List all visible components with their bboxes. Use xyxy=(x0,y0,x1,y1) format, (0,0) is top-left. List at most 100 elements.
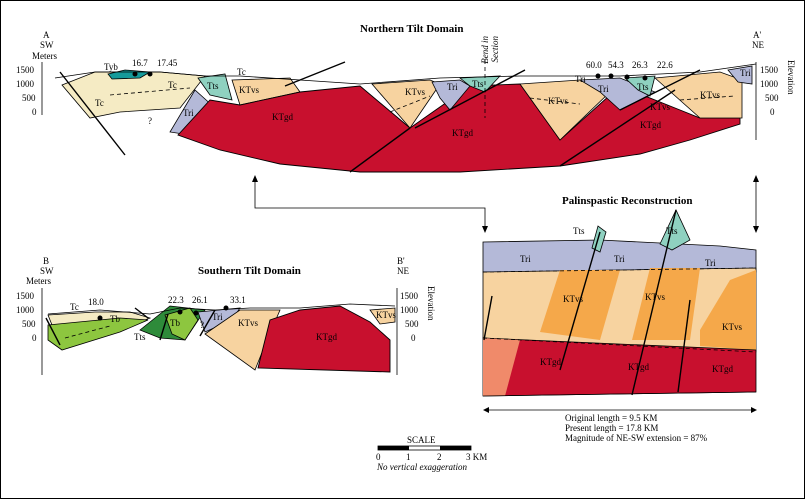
age-point xyxy=(624,74,630,80)
scale-note: No vertical exaggeration xyxy=(376,462,467,472)
unit-label: Tri xyxy=(447,82,458,92)
tts-reconstruction-unit-2 xyxy=(659,209,691,251)
scale-bar: SCALE 0 1 2 3 KM No vertical exaggeratio… xyxy=(376,435,487,472)
bend-label-2: Section xyxy=(490,36,500,63)
age-label: 22.6 xyxy=(657,60,673,70)
northern-right-dir: NE xyxy=(752,40,764,50)
southern-right-end: B' xyxy=(397,256,405,266)
northern-scale-right-0: 0 xyxy=(770,107,775,117)
northern-bedding-3 xyxy=(529,97,581,105)
northern-bedding-2 xyxy=(389,95,431,113)
unit-label: Tb xyxy=(170,318,180,328)
unit-label: Tc xyxy=(95,98,104,108)
northern-fault-5 xyxy=(559,89,676,167)
unit-label: KTgd xyxy=(452,128,473,138)
unit-label: KTvs xyxy=(548,96,568,106)
northern-bedding-1 xyxy=(109,87,191,96)
age-label: 26.3 xyxy=(632,60,648,70)
scale-tick: 0 xyxy=(376,452,381,462)
unit-label: KTvs xyxy=(239,85,259,95)
reconstruction-contact-2 xyxy=(482,337,757,353)
ktvs-far-right-unit xyxy=(654,71,743,119)
connector-line xyxy=(254,178,486,230)
recon-base xyxy=(482,391,757,397)
recon-fault-2 xyxy=(559,231,601,371)
northern-fault-1 xyxy=(59,71,126,156)
unit-label: Tc xyxy=(237,67,246,77)
scale-bar-segment xyxy=(440,446,471,450)
unit-label: Tri xyxy=(614,254,625,264)
unit-label: KTvs xyxy=(645,292,665,302)
unit-label: Tts xyxy=(666,226,678,236)
northern-fault-4 xyxy=(414,69,526,129)
age-point xyxy=(193,310,199,316)
reconstruction-contact-1 xyxy=(482,267,757,273)
northern-right-end: A' xyxy=(753,30,761,40)
southern-bedding xyxy=(64,325,111,339)
southern-title: Southern Tilt Domain xyxy=(198,265,301,277)
unit-label: Tts xyxy=(637,82,649,92)
recon-fault-1 xyxy=(483,295,493,341)
northern-elevation-label: Elevation xyxy=(786,60,796,95)
southern-scale-right-1500: 1500 xyxy=(400,291,419,301)
unit-label: Tri xyxy=(705,258,716,268)
present-length: Present length = 17.8 KM xyxy=(565,423,658,433)
age-point xyxy=(147,71,153,77)
original-length: Original length = 9.5 KM xyxy=(565,413,657,423)
northern-scale-left-0: 0 xyxy=(32,107,37,117)
unit-label: Tri xyxy=(212,312,223,322)
southern-left-dir: SW xyxy=(40,266,54,276)
scale-tick: 3 KM xyxy=(466,452,487,462)
age-label: 33.1 xyxy=(230,295,246,305)
tri-far-right-unit xyxy=(727,65,753,85)
northern-meters-label: Meters xyxy=(32,51,57,61)
northern-fault-2 xyxy=(284,61,346,87)
unit-label: KTgd xyxy=(316,332,337,342)
northern-fault-3 xyxy=(349,127,411,173)
southern-meters-label: Meters xyxy=(26,276,51,286)
arrow-up-icon xyxy=(252,175,258,182)
unit-label: KTvs xyxy=(563,294,583,304)
unit-label: Tts xyxy=(573,226,585,236)
scale-tick: 1 xyxy=(406,452,411,462)
southern-elevation-label: Elevation xyxy=(426,286,436,321)
extension-magnitude: Magnitude of NE-SW extension = 87% xyxy=(565,433,708,443)
granite-light-unit xyxy=(483,338,520,396)
arrow-right-icon xyxy=(751,407,757,413)
unit-label: KTgd xyxy=(540,357,561,367)
southern-fault-4 xyxy=(199,309,216,337)
northern-scale-left-500: 500 xyxy=(22,93,36,103)
northern-title: Northern Tilt Domain xyxy=(360,23,464,35)
age-label: 26.1 xyxy=(192,295,208,305)
bend-label-1: Bend in xyxy=(480,36,490,64)
southern-scale-left-1000: 1000 xyxy=(16,305,35,315)
scale-title: SCALE xyxy=(407,435,436,445)
age-label: 17.45 xyxy=(157,58,178,68)
unit-label: Tri xyxy=(575,74,586,84)
age-point xyxy=(132,71,138,77)
age-point xyxy=(642,75,648,81)
northern-scale-right-1500: 1500 xyxy=(760,65,779,75)
tb-mid-unit xyxy=(164,307,199,341)
unit-label: KTvs xyxy=(700,90,720,100)
ktgd-northern-unit xyxy=(177,83,741,173)
southern-scale-left-0: 0 xyxy=(32,333,37,343)
northern-left-dir: SW xyxy=(40,40,54,50)
unit-label: Tts xyxy=(472,79,484,89)
age-label: 18.0 xyxy=(88,297,104,307)
tts-left-unit xyxy=(197,73,233,101)
tri-center-unit xyxy=(431,79,471,111)
connector-arrows xyxy=(252,175,759,233)
northern-left-end: A xyxy=(43,30,50,40)
unit-label: Tts xyxy=(207,81,219,91)
unit-label: KTgd xyxy=(628,362,649,372)
arrow-up-icon xyxy=(753,175,759,182)
unit-label: Tc xyxy=(70,302,79,312)
unit-label: Tyb xyxy=(104,62,118,72)
question-mark: ? xyxy=(200,320,204,330)
southern-left-end: B xyxy=(43,256,49,266)
northern-bedding-4 xyxy=(679,95,736,101)
arrow-left-icon xyxy=(483,407,489,413)
arrow-down-icon xyxy=(753,226,759,233)
